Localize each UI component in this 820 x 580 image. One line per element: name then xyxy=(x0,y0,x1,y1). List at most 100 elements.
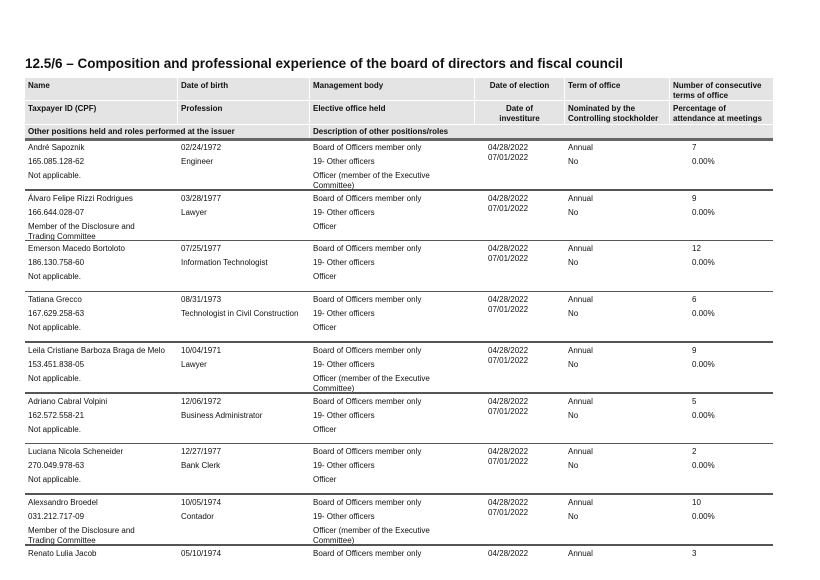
profession-cell: Information Technologist xyxy=(181,258,268,268)
name-cell: Luciana Nicola Scheneider xyxy=(28,447,124,457)
other-positions-cell: Not applicable. xyxy=(28,424,81,434)
header-attendance: Percentage of attendance at meetings xyxy=(670,101,773,124)
elective-office-cell: 19- Other officers xyxy=(313,309,375,319)
dob-cell: 12/06/1972 xyxy=(181,396,222,406)
cpf-cell: 186.130.758-60 xyxy=(28,258,85,268)
election-date-cell: 04/28/2022 xyxy=(488,295,529,305)
nominated-cell: No xyxy=(568,461,579,471)
row-divider xyxy=(25,392,773,394)
management-body-cell: Board of Officers member only xyxy=(313,447,422,457)
description-cell: Officer (member of the Executive Committ… xyxy=(313,525,430,545)
dob-cell: 02/24/1972 xyxy=(181,143,222,152)
consecutive-terms-cell: 12 xyxy=(692,244,701,254)
management-body-cell: Board of Officers member only xyxy=(313,548,422,558)
term-cell: Annual xyxy=(568,193,593,203)
profession-cell: Lawyer xyxy=(181,207,207,217)
cpf-cell: 270.049.978-63 xyxy=(28,461,85,471)
election-date-cell: 04/28/2022 xyxy=(488,345,529,355)
profession-cell: Technologist in Civil Construction xyxy=(181,309,299,319)
management-body-cell: Board of Officers member only xyxy=(313,143,422,152)
attendance-cell: 0.00% xyxy=(692,309,715,319)
description-cell: Officer (member of the Executive Committ… xyxy=(313,373,430,393)
name-cell: Adriano Cabral Volpini xyxy=(28,396,108,406)
management-body-cell: Board of Officers member only xyxy=(313,193,422,203)
attendance-cell: 0.00% xyxy=(692,461,715,471)
election-date-cell: 04/28/2022 xyxy=(488,497,529,507)
other-positions-cell: Member of the Disclosure and Trading Com… xyxy=(28,525,135,545)
term-cell: Annual xyxy=(568,447,593,457)
name-cell: Leila Cristiane Barboza Braga de Melo xyxy=(28,345,165,355)
header-management-body: Management body xyxy=(310,78,474,100)
cpf-cell: 162.572.558-21 xyxy=(28,410,85,420)
nominated-cell: No xyxy=(568,359,579,369)
dob-cell: 05/10/1974 xyxy=(181,548,222,558)
dob-cell: 12/27/1977 xyxy=(181,447,222,457)
management-body-cell: Board of Officers member only xyxy=(313,345,422,355)
elective-office-cell: 19- Other officers xyxy=(313,511,375,521)
elective-office-cell: 19- Other officers xyxy=(313,410,375,420)
other-positions-cell: Not applicable. xyxy=(28,475,81,485)
consecutive-terms-cell: 7 xyxy=(692,143,697,152)
cpf-cell: 153.451.838-05 xyxy=(28,359,85,369)
row-divider xyxy=(25,493,773,495)
investiture-date-cell: 07/01/2022 xyxy=(488,305,529,315)
name-cell: André Sapoznik xyxy=(28,143,85,152)
row-divider xyxy=(25,290,773,293)
investiture-date-cell: 07/01/2022 xyxy=(488,457,529,467)
term-cell: Annual xyxy=(568,295,593,305)
header-investiture-date: Date of investiture xyxy=(475,101,564,124)
attendance-cell: 0.00% xyxy=(692,157,715,166)
name-cell: Tatiana Grecco xyxy=(28,295,82,305)
election-date-cell: 04/28/2022 xyxy=(488,396,529,406)
page-title: 12.5/6 – Composition and professional ex… xyxy=(25,56,623,71)
row-divider xyxy=(25,239,773,242)
description-cell: Officer xyxy=(313,475,337,485)
name-cell: Renato Lulia Jacob xyxy=(28,548,97,558)
description-cell: Officer xyxy=(313,221,337,231)
term-cell: Annual xyxy=(568,244,593,254)
management-body-cell: Board of Officers member only xyxy=(313,295,422,305)
header-other-positions: Other positions held and roles performed… xyxy=(25,125,309,138)
cpf-cell: 031.212.717-09 xyxy=(28,511,85,521)
header-divider xyxy=(25,138,773,141)
profession-cell: Lawyer xyxy=(181,359,207,369)
cpf-cell: 166.644.028-07 xyxy=(28,207,85,217)
nominated-cell: No xyxy=(568,207,579,217)
header-nominated: Nominated by the Controlling stockholder xyxy=(565,101,669,124)
profession-cell: Engineer xyxy=(181,157,214,166)
nominated-cell: No xyxy=(568,258,579,268)
dob-cell: 08/31/1973 xyxy=(181,295,222,305)
attendance-cell: 0.00% xyxy=(692,511,715,521)
election-date-cell: 04/28/2022 xyxy=(488,548,529,558)
term-cell: Annual xyxy=(568,345,593,355)
description-cell: Officer xyxy=(313,424,337,434)
cpf-cell: 165.085.128-62 xyxy=(28,157,85,166)
management-body-cell: Board of Officers member only xyxy=(313,396,422,406)
name-cell: Alexsandro Broedel xyxy=(28,497,98,507)
consecutive-terms-cell: 2 xyxy=(692,447,697,457)
term-cell: Annual xyxy=(568,548,593,558)
name-cell: Emerson Macedo Bortoloto xyxy=(28,244,125,254)
management-body-cell: Board of Officers member only xyxy=(313,244,422,254)
dob-cell: 07/25/1977 xyxy=(181,244,222,254)
elective-office-cell: 19- Other officers xyxy=(313,359,375,369)
nominated-cell: No xyxy=(568,410,579,420)
dob-cell: 10/04/1971 xyxy=(181,345,222,355)
description-cell: Officer xyxy=(313,323,337,333)
nominated-cell: No xyxy=(568,157,579,166)
elective-office-cell: 19- Other officers xyxy=(313,461,375,471)
consecutive-terms-cell: 9 xyxy=(692,345,697,355)
row-divider xyxy=(25,544,773,546)
term-cell: Annual xyxy=(568,497,593,507)
other-positions-cell: Not applicable. xyxy=(28,171,81,180)
header-dob: Date of birth xyxy=(178,78,309,100)
investiture-date-cell: 07/01/2022 xyxy=(488,507,529,517)
other-positions-cell: Not applicable. xyxy=(28,272,81,282)
investiture-date-cell: 07/01/2022 xyxy=(488,203,529,213)
profession-cell: Bank Clerk xyxy=(181,461,221,471)
description-cell: Officer (member of the Executive Committ… xyxy=(313,171,430,190)
dob-cell: 03/28/1977 xyxy=(181,193,222,203)
row-divider xyxy=(25,341,773,343)
profession-cell: Contador xyxy=(181,511,214,521)
header-term: Term of office xyxy=(565,78,669,100)
